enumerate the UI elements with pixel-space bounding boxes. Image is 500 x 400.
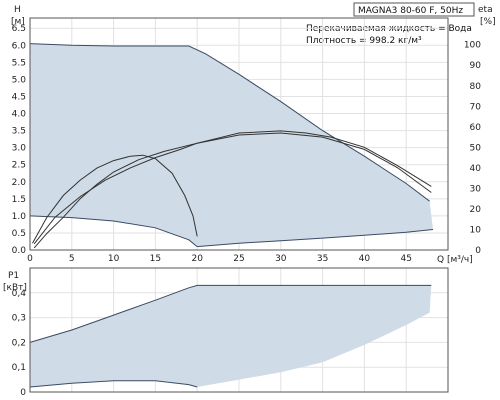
x-tick-label-9: 45	[400, 254, 411, 264]
y2-tick-label-7: 70	[470, 102, 482, 112]
operating-envelope	[30, 43, 433, 247]
max-speed-head-curve	[29, 43, 430, 202]
y-tick-label-5: 2.5	[12, 161, 26, 171]
x-tick-label-4: 20	[191, 254, 203, 264]
y-axis-title-h: H [м]	[11, 5, 25, 27]
x-tick-label-1: 5	[69, 254, 75, 264]
head-efficiency-panel: 0 5 10 15 20 25 30 35 40 45 0.0 0.5 1.0 1.5 2.0 2.5 3.0 3…	[12, 17, 482, 264]
y-tick-label-7: 3.5	[12, 127, 26, 137]
y-axis-title-p1: P1 [кВт]	[3, 271, 27, 293]
x-tick-label-7: 35	[317, 254, 328, 264]
max-speed-efficiency-curve	[33, 132, 432, 249]
y-tick-label-11: 5.5	[12, 58, 26, 68]
y2-tick-label-1: 10	[470, 225, 482, 235]
y-tick-label-0: 0.0	[12, 246, 27, 256]
model-title-box	[353, 2, 475, 17]
p1-tick-label-2: 0,2	[12, 338, 26, 348]
y-tick-label-3: 1.5	[12, 195, 26, 205]
y-tick-label-4: 2.0	[12, 178, 27, 188]
liquid-info: Перекачиваемая жидкость = Вода	[306, 24, 472, 34]
y2-tick-label-3: 30	[470, 184, 482, 194]
model-title: MAGNA3 80-60 F, 50Hz	[358, 6, 463, 16]
x-tick-label-5: 25	[233, 254, 244, 264]
y-tick-label-12: 6.0	[12, 41, 27, 51]
y-tick-label-10: 5.0	[12, 75, 27, 85]
x-tick-label-6: 30	[275, 254, 287, 264]
y-tick-label-1: 0.5	[12, 229, 26, 239]
top-plot-frame	[29, 17, 449, 251]
y2-tick-label-4: 40	[470, 164, 482, 174]
y2-tick-label-0: 0	[475, 246, 481, 256]
x-axis-title: Q [м³/ч]	[437, 255, 473, 265]
y2-tick-label-5: 50	[470, 143, 482, 153]
min-power-curve	[29, 380, 198, 388]
y2-tick-label-10: 100	[464, 41, 481, 51]
y-tick-label-13: 6.5	[12, 24, 26, 34]
p1-tick-label-3: 0,3	[12, 314, 26, 324]
x-tick-label-0: 0	[27, 254, 33, 264]
y2-tick-label-2: 20	[470, 205, 482, 215]
y2-axis-title-eta: eta [%]	[478, 5, 496, 27]
y-tick-label-8: 4.0	[12, 110, 27, 120]
p1-tick-label-4: 0,4	[12, 289, 27, 299]
y2-tick-label-6: 60	[470, 123, 482, 133]
power-panel: 0 0,1 0,2 0,3 0,4	[12, 267, 449, 398]
max-power-curve	[29, 284, 432, 343]
p1-tick-label-1: 0,1	[12, 363, 26, 373]
y-tick-label-6: 3.0	[12, 144, 27, 154]
x-tick-label-3: 15	[150, 254, 161, 264]
y2-tick-label-9: 90	[470, 61, 482, 71]
y-tick-label-9: 4.5	[12, 92, 26, 102]
bottom-plot-frame	[29, 267, 449, 393]
min-speed-head-curve	[32, 154, 198, 244]
y-tick-label-2: 1.0	[12, 212, 27, 222]
x-tick-label-8: 40	[359, 254, 371, 264]
y2-tick-label-8: 80	[470, 82, 482, 92]
x-tick-label-2: 10	[108, 254, 120, 264]
p1-tick-label-0: 0	[20, 388, 26, 398]
power-envelope	[30, 285, 432, 387]
min-speed-head-lower-curve	[29, 215, 434, 248]
